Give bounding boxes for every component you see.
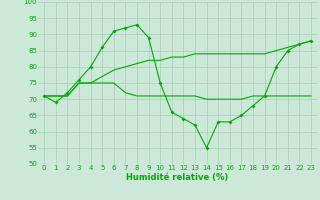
X-axis label: Humidité relative (%): Humidité relative (%) xyxy=(126,173,229,182)
